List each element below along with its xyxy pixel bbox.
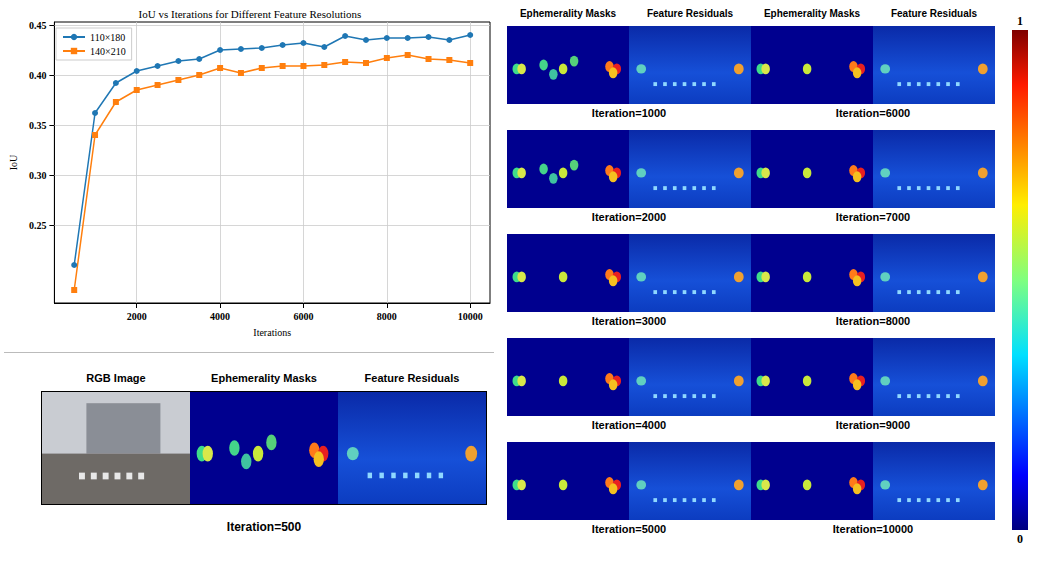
svg-text:0.30: 0.30 [29,170,47,181]
svg-text:8000: 8000 [377,311,397,322]
html-text:Iteration=1000: Iteration=1000 [591,107,667,119]
svg-text:0.40: 0.40 [29,70,47,81]
html-text:Iteration=8000: Iteration=8000 [835,315,911,327]
svg-text:4000: 4000 [210,311,230,322]
svg-text:0.25: 0.25 [29,220,47,231]
html-text:RGB Image: RGB Image [86,372,146,384]
html-text:Feature Residuals: Feature Residuals [364,372,460,384]
html-text:0: 0 [1017,532,1023,546]
svg-text:6000: 6000 [293,311,313,322]
html-text:Iteration=6000: Iteration=6000 [835,107,911,119]
html-text:Iteration=500: Iteration=500 [226,520,302,534]
svg-text:140×210: 140×210 [90,46,126,57]
html-text:Ephemerality Masks: Ephemerality Masks [211,372,317,384]
svg-text:IoU vs Iterations for Differen: IoU vs Iterations for Different Feature … [139,8,362,20]
html-text:Iteration=10000: Iteration=10000 [832,523,914,535]
html-text:Feature Residuals: Feature Residuals [646,8,734,19]
html-text:Iteration=9000: Iteration=9000 [835,419,911,431]
svg-text:2000: 2000 [127,311,147,322]
html-text:Iteration=4000: Iteration=4000 [591,419,667,431]
svg-text:0.35: 0.35 [29,120,47,131]
svg-text:Iterations: Iterations [253,327,291,338]
html-text:1: 1 [1017,14,1023,28]
svg-text:0.45: 0.45 [29,20,47,31]
html-text:Iteration=7000: Iteration=7000 [835,211,911,223]
html-text:Iteration=5000: Iteration=5000 [591,523,667,535]
html-text:Ephemerality Masks: Ephemerality Masks [763,8,861,19]
svg-text:110×180: 110×180 [90,32,125,43]
html-text:Iteration=3000: Iteration=3000 [591,315,667,327]
html-text:Feature Residuals: Feature Residuals [890,8,978,19]
html-text:Ephemerality Masks: Ephemerality Masks [519,8,617,19]
svg-text:IoU: IoU [8,154,19,170]
svg-text:10000: 10000 [458,311,483,322]
html-text:Iteration=2000: Iteration=2000 [591,211,667,223]
